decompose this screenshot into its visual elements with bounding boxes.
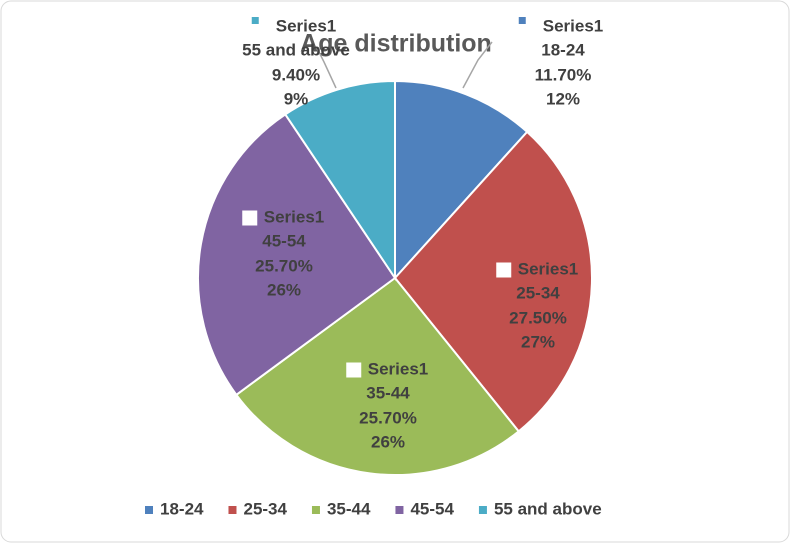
data-label-percent: 26% (267, 280, 301, 299)
data-label-value: 25.70% (255, 256, 313, 275)
legend-marker (478, 506, 487, 514)
data-label-value: 11.70% (535, 65, 592, 84)
data-label-percent: 9% (284, 89, 309, 108)
data-label-series: Series1 (518, 259, 579, 278)
pie-slice (234, 276, 521, 476)
label-marker (347, 364, 360, 376)
legend-marker (228, 506, 237, 514)
label-marker (242, 210, 258, 226)
data-label-category: 18-24 (541, 40, 585, 59)
legend-marker (311, 506, 320, 514)
label-marker (251, 17, 259, 24)
data-label-value: 9.40% (272, 65, 320, 84)
data-label-series: Series1 (276, 16, 337, 35)
leader-line (462, 41, 493, 89)
data-label-percent: 27% (521, 332, 555, 351)
data-label-percent: 12% (546, 89, 580, 108)
pie-slice (394, 79, 529, 281)
legend-marker (145, 506, 153, 514)
legend-label: 18-24 (160, 499, 204, 518)
label-marker (346, 362, 362, 378)
data-label-category: 45-54 (262, 231, 306, 250)
label-marker (243, 212, 256, 224)
pie (197, 79, 593, 476)
data-label-series: Series1 (543, 16, 604, 35)
data-label-category: 35-44 (366, 383, 410, 402)
legend-label: 55 and above (494, 499, 602, 518)
data-label-category: 55 and above (242, 40, 350, 59)
legend-label: 35-44 (327, 499, 371, 518)
legend-label: 25-34 (243, 499, 287, 518)
pie-slice (197, 112, 397, 397)
data-label-value: 25.70% (359, 408, 417, 427)
leader-line (317, 49, 337, 89)
label-marker (497, 264, 510, 276)
pie-slice (283, 79, 396, 282)
data-label-category: 25-34 (516, 283, 560, 302)
chart-title: Age distribution (300, 30, 492, 58)
legend-marker (395, 506, 404, 514)
data-label-percent: 26% (371, 432, 405, 451)
legend-label: 45-54 (410, 499, 454, 518)
label-marker (518, 17, 526, 24)
data-label-value: 27.50% (509, 308, 567, 327)
data-label-series: Series1 (264, 207, 325, 226)
data-label-series: Series1 (368, 359, 429, 378)
pie-slice (393, 130, 593, 433)
label-marker (496, 262, 512, 278)
